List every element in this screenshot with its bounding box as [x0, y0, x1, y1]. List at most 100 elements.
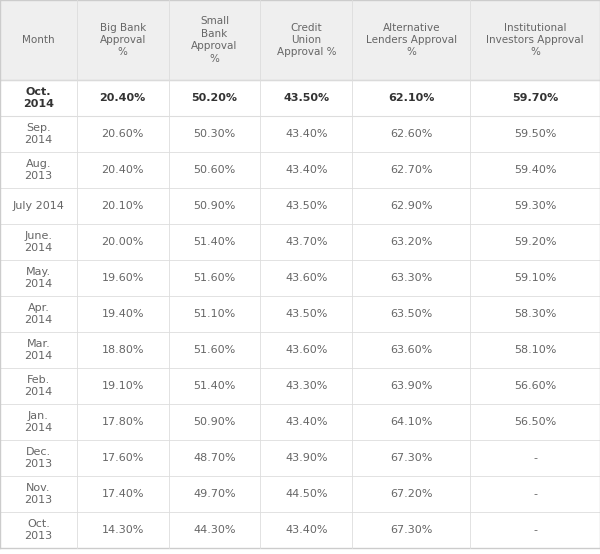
- Bar: [77, 512, 169, 548]
- Text: Oct.
2013: Oct. 2013: [25, 519, 52, 541]
- Bar: [0, 260, 77, 296]
- Text: 44.50%: 44.50%: [285, 489, 328, 499]
- Bar: [470, 0, 600, 80]
- Text: Jan.
2014: Jan. 2014: [24, 411, 53, 433]
- Bar: [77, 224, 169, 260]
- Text: 19.10%: 19.10%: [101, 381, 144, 391]
- Text: 49.70%: 49.70%: [193, 489, 236, 499]
- Bar: [470, 80, 600, 116]
- Bar: [470, 512, 600, 548]
- Text: 62.70%: 62.70%: [390, 165, 433, 175]
- Text: 59.70%: 59.70%: [512, 93, 559, 103]
- Bar: [169, 296, 260, 332]
- Bar: [169, 512, 260, 548]
- Text: Mar.
2014: Mar. 2014: [24, 339, 53, 361]
- Bar: [0, 0, 77, 80]
- Text: Dec.
2013: Dec. 2013: [25, 447, 52, 469]
- Text: 67.30%: 67.30%: [390, 525, 433, 535]
- Text: -: -: [533, 453, 537, 463]
- Text: 51.60%: 51.60%: [193, 273, 236, 283]
- Text: 43.70%: 43.70%: [285, 237, 328, 247]
- Text: 50.90%: 50.90%: [193, 417, 236, 427]
- Bar: [169, 188, 260, 224]
- Bar: [352, 188, 470, 224]
- Bar: [260, 80, 352, 116]
- Bar: [169, 260, 260, 296]
- Bar: [77, 152, 169, 188]
- Text: 19.60%: 19.60%: [101, 273, 144, 283]
- Text: June.
2014: June. 2014: [24, 231, 53, 253]
- Text: 56.50%: 56.50%: [514, 417, 556, 427]
- Text: 63.20%: 63.20%: [390, 237, 433, 247]
- Bar: [352, 368, 470, 404]
- Bar: [260, 512, 352, 548]
- Text: Apr.
2014: Apr. 2014: [24, 303, 53, 325]
- Text: Sep.
2014: Sep. 2014: [24, 123, 53, 145]
- Bar: [77, 404, 169, 440]
- Text: Feb.
2014: Feb. 2014: [24, 375, 53, 397]
- Bar: [260, 116, 352, 152]
- Bar: [169, 224, 260, 260]
- Text: Oct.
2014: Oct. 2014: [23, 87, 54, 109]
- Bar: [352, 260, 470, 296]
- Bar: [0, 332, 77, 368]
- Bar: [352, 512, 470, 548]
- Text: Credit
Union
Approval %: Credit Union Approval %: [277, 23, 336, 58]
- Text: 43.40%: 43.40%: [285, 525, 328, 535]
- Text: Alternative
Lenders Approval
%: Alternative Lenders Approval %: [366, 23, 457, 58]
- Text: 43.50%: 43.50%: [283, 93, 329, 103]
- Bar: [352, 440, 470, 476]
- Text: 43.60%: 43.60%: [285, 345, 328, 355]
- Text: 20.40%: 20.40%: [101, 165, 144, 175]
- Text: 43.60%: 43.60%: [285, 273, 328, 283]
- Bar: [169, 152, 260, 188]
- Text: 19.40%: 19.40%: [101, 309, 144, 319]
- Bar: [470, 296, 600, 332]
- Text: 63.60%: 63.60%: [390, 345, 433, 355]
- Bar: [77, 476, 169, 512]
- Text: 62.10%: 62.10%: [388, 93, 434, 103]
- Bar: [470, 260, 600, 296]
- Text: 43.30%: 43.30%: [285, 381, 328, 391]
- Text: 59.40%: 59.40%: [514, 165, 556, 175]
- Bar: [0, 476, 77, 512]
- Text: 67.20%: 67.20%: [390, 489, 433, 499]
- Bar: [260, 368, 352, 404]
- Text: 50.90%: 50.90%: [193, 201, 236, 211]
- Text: 20.40%: 20.40%: [100, 93, 146, 103]
- Bar: [260, 188, 352, 224]
- Text: 17.80%: 17.80%: [101, 417, 144, 427]
- Text: 59.30%: 59.30%: [514, 201, 556, 211]
- Text: 44.30%: 44.30%: [193, 525, 236, 535]
- Text: July 2014: July 2014: [13, 201, 64, 211]
- Bar: [260, 404, 352, 440]
- Text: 59.20%: 59.20%: [514, 237, 556, 247]
- Bar: [77, 0, 169, 80]
- Bar: [169, 0, 260, 80]
- Text: 59.10%: 59.10%: [514, 273, 556, 283]
- Text: 50.60%: 50.60%: [193, 165, 236, 175]
- Text: 43.40%: 43.40%: [285, 129, 328, 139]
- Text: 62.90%: 62.90%: [390, 201, 433, 211]
- Bar: [352, 476, 470, 512]
- Bar: [0, 512, 77, 548]
- Text: 17.40%: 17.40%: [101, 489, 144, 499]
- Bar: [77, 116, 169, 152]
- Text: 43.50%: 43.50%: [285, 201, 328, 211]
- Bar: [470, 332, 600, 368]
- Text: 17.60%: 17.60%: [101, 453, 144, 463]
- Text: Big Bank
Approval
%: Big Bank Approval %: [100, 23, 146, 58]
- Text: 50.20%: 50.20%: [191, 93, 238, 103]
- Text: 20.10%: 20.10%: [101, 201, 144, 211]
- Bar: [77, 80, 169, 116]
- Bar: [352, 116, 470, 152]
- Bar: [77, 188, 169, 224]
- Bar: [0, 404, 77, 440]
- Bar: [169, 404, 260, 440]
- Text: 58.10%: 58.10%: [514, 345, 556, 355]
- Bar: [169, 332, 260, 368]
- Bar: [169, 80, 260, 116]
- Text: 59.50%: 59.50%: [514, 129, 556, 139]
- Bar: [77, 296, 169, 332]
- Text: 43.90%: 43.90%: [285, 453, 328, 463]
